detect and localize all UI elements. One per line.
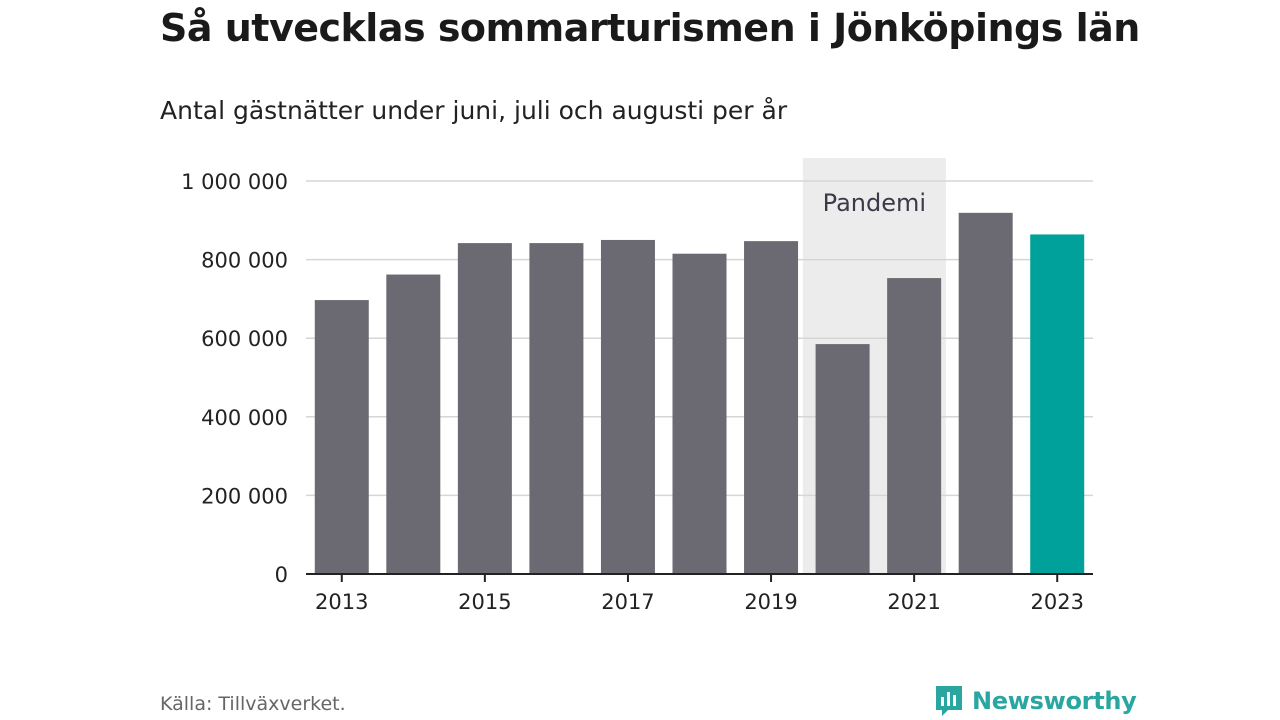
bar-2017 bbox=[600, 239, 655, 574]
bar-2013 bbox=[314, 300, 369, 574]
newsworthy-logo-icon bbox=[936, 686, 962, 716]
x-tick-label: 2023 bbox=[1031, 590, 1084, 614]
bar-2020 bbox=[815, 344, 870, 574]
brand-logo[interactable]: Newsworthy bbox=[934, 684, 1137, 718]
y-tick-label: 200 000 bbox=[201, 484, 288, 508]
x-tick-label: 2021 bbox=[887, 590, 940, 614]
bar-2018 bbox=[672, 253, 727, 574]
y-tick-label: 400 000 bbox=[201, 406, 288, 430]
source-note: Källa: Tillväxverket. bbox=[160, 693, 346, 715]
y-tick-label: 600 000 bbox=[201, 327, 288, 351]
bar-2019 bbox=[744, 241, 799, 574]
bar-2021 bbox=[887, 278, 942, 574]
bar-2016 bbox=[529, 243, 584, 574]
bar-2015 bbox=[457, 243, 512, 574]
y-tick-label: 800 000 bbox=[201, 249, 288, 273]
chart-subtitle: Antal gästnätter under juni, juli och au… bbox=[160, 96, 788, 125]
bar-2022 bbox=[958, 212, 1013, 574]
chart-title: Så utvecklas sommarturismen i Jönköpings… bbox=[160, 6, 1140, 50]
y-tick-label: 0 bbox=[275, 563, 288, 587]
x-tick-label: 2013 bbox=[315, 590, 368, 614]
bar-2023 bbox=[1030, 234, 1085, 574]
x-tick-label: 2015 bbox=[458, 590, 511, 614]
y-tick-label: 1 000 000 bbox=[181, 170, 288, 194]
x-tick-label: 2017 bbox=[601, 590, 654, 614]
brand-name: Newsworthy bbox=[972, 687, 1137, 715]
x-tick-label: 2019 bbox=[744, 590, 797, 614]
bar-2014 bbox=[386, 274, 441, 574]
pandemic-label: Pandemi bbox=[823, 189, 926, 217]
